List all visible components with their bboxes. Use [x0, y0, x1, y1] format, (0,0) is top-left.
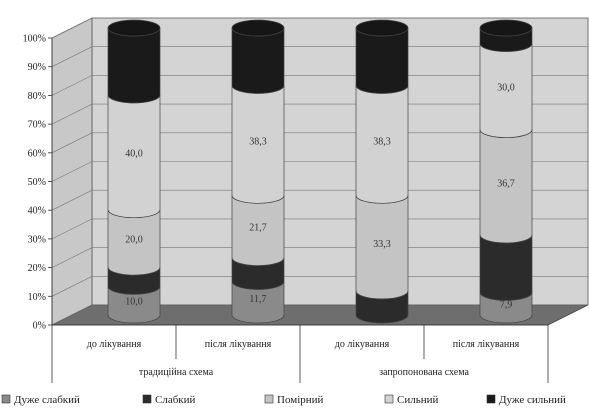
bar-2: 11,7 21,7 38,3	[231, 19, 285, 324]
bar-top-cap	[107, 19, 161, 37]
bar-top-cap	[479, 19, 533, 37]
segment-body	[479, 234, 533, 301]
legend-item: Помірний	[264, 394, 324, 406]
bar-segment: 33,3	[355, 195, 409, 300]
data-label: 38,3	[249, 136, 267, 147]
x-category-label: після лікування	[453, 339, 520, 350]
bar-segment: 38,3	[231, 85, 285, 204]
legend-label: Дуже сильний	[499, 394, 566, 406]
bar-top-cap	[355, 19, 409, 37]
y-tick-label: 80%	[28, 91, 46, 102]
data-label: 38,3	[373, 136, 391, 147]
legend-label: Сильний	[397, 394, 439, 406]
gridline	[51, 17, 588, 39]
segment-body	[231, 27, 285, 94]
x-axis: до лікування після лікування до лікування п…	[51, 324, 549, 383]
data-label: 7,9	[500, 300, 513, 311]
gridlines	[51, 17, 588, 326]
legend-swatch	[142, 394, 152, 404]
y-tick-label: 70%	[28, 120, 46, 131]
segment-body	[355, 27, 409, 94]
legend-item: Дуже сильний	[486, 394, 566, 406]
legend-label: Слабкий	[155, 394, 196, 406]
bar-segment	[231, 19, 285, 94]
legend-item: Слабкий	[142, 394, 196, 406]
x-category-label: до лікування	[335, 339, 390, 350]
y-tick-label: 60%	[28, 148, 46, 159]
data-label: 21,7	[249, 222, 267, 233]
legend-swatch	[1, 394, 11, 404]
bar-segment: 38,3	[355, 85, 409, 204]
data-label: 33,3	[373, 239, 391, 250]
y-tick-label: 30%	[28, 234, 46, 245]
y-tick-label: 90%	[28, 62, 46, 73]
bar-top-cap	[231, 19, 285, 37]
bar-segment: 21,7	[231, 195, 285, 266]
bar-segment: 30,0	[479, 43, 533, 138]
gridline	[51, 46, 588, 67]
x-category-label: після лікування	[205, 339, 272, 350]
gridline	[51, 275, 588, 297]
gridline	[51, 161, 588, 182]
y-axis-ticks: 0% 10% 20% 30% 40% 50% 60% 70% 80% 90% 100%	[23, 34, 53, 332]
data-label: 20,0	[125, 234, 143, 245]
x-group-label: запропонована схема	[379, 367, 469, 378]
data-label: 30,0	[497, 83, 515, 94]
data-label: 10,0	[125, 297, 143, 308]
gridline	[51, 75, 588, 96]
y-tick-label: 50%	[28, 177, 46, 188]
bar-3: 33,3 38,3	[355, 19, 409, 324]
legend-label: Дуже слабкий	[14, 394, 80, 406]
gridline	[51, 218, 588, 240]
bar-segment	[479, 234, 533, 301]
y-tick-label: 0%	[33, 321, 46, 332]
gridline	[51, 132, 588, 154]
bar-segment	[355, 19, 409, 94]
bar-segment	[479, 19, 533, 52]
legend-swatch	[486, 394, 496, 404]
legend-swatch	[264, 394, 274, 404]
x-group-label: традиційна схема	[139, 367, 214, 378]
data-label: 40,0	[125, 148, 143, 159]
data-label: 36,7	[497, 178, 515, 189]
y-tick-label: 100%	[23, 34, 46, 45]
bar-segment: 20,0	[107, 209, 161, 276]
segment-body	[107, 27, 161, 104]
bar-segment	[107, 19, 161, 104]
gridline	[51, 247, 588, 268]
y-tick-label: 40%	[28, 206, 46, 217]
bars: 10,0 20,0 40,0 11,7 21,7 38,3 33,3 38,3 7,9 36,7 3…	[107, 19, 533, 324]
data-label: 11,7	[249, 294, 266, 305]
gridline	[51, 304, 588, 326]
bar-segment: 40,0	[107, 94, 161, 219]
bar-segment: 36,7	[479, 129, 533, 244]
legend: Дуже слабкий Слабкий Помірний Сильний Дуже с…	[1, 394, 566, 406]
gridline	[51, 189, 588, 211]
gridline	[51, 103, 588, 125]
x-category-label: до лікування	[87, 339, 142, 350]
bar-4: 7,9 36,7 30,0	[479, 19, 533, 324]
bar-1: 10,0 20,0 40,0	[107, 19, 161, 324]
legend-swatch	[384, 394, 394, 404]
legend-label: Помірний	[277, 394, 324, 406]
y-tick-label: 10%	[28, 292, 46, 303]
y-tick-label: 20%	[28, 263, 46, 274]
legend-item: Дуже слабкий	[1, 394, 80, 406]
legend-item: Сильний	[384, 394, 439, 406]
